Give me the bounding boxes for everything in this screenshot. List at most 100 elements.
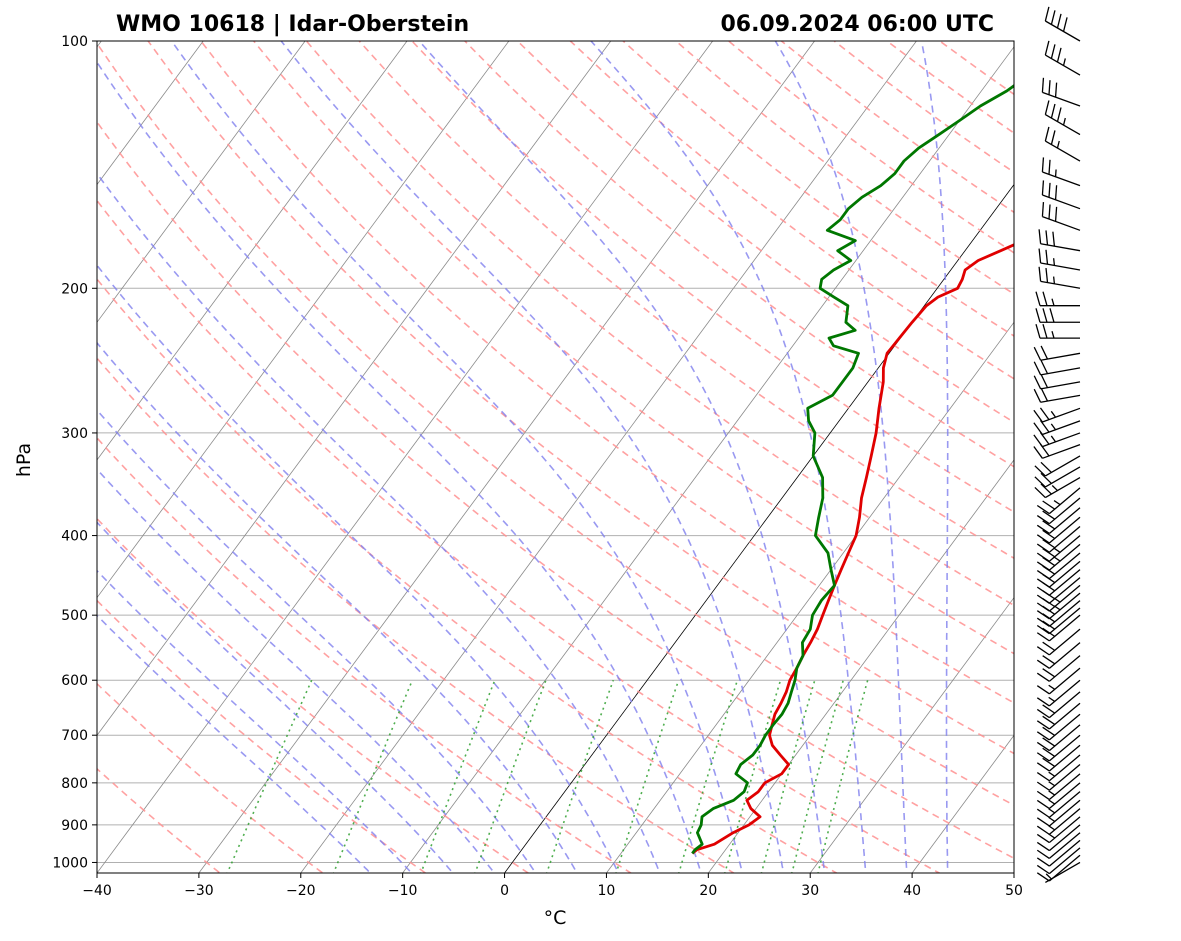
y-tick-label: 200 bbox=[61, 281, 88, 297]
chart-title-datetime: 06.09.2024 06:00 UTC bbox=[720, 12, 994, 37]
wind-barb bbox=[1044, 100, 1081, 136]
moist-adiabat bbox=[590, 41, 867, 873]
y-tick-label: 800 bbox=[61, 776, 88, 792]
wind-barb bbox=[1034, 477, 1081, 499]
wind-barb bbox=[1044, 40, 1081, 76]
isotherm-line bbox=[97, 41, 714, 873]
y-tick-label: 600 bbox=[61, 673, 88, 689]
dewpoint-profile bbox=[691, 84, 1014, 855]
moist-adiabat bbox=[97, 468, 496, 873]
isotherm-line bbox=[708, 459, 1014, 873]
wind-barb bbox=[1036, 691, 1081, 719]
wind-barb bbox=[1036, 702, 1081, 730]
wind-barb bbox=[1036, 824, 1081, 852]
wind-barb bbox=[1036, 497, 1081, 525]
wind-barb bbox=[1036, 773, 1081, 801]
wind-barb bbox=[1033, 374, 1081, 390]
dry-adiabat bbox=[97, 120, 1014, 860]
mixing-ratio-lines bbox=[226, 679, 869, 873]
temperature-profile bbox=[691, 243, 1014, 855]
x-axis-label: °C bbox=[544, 907, 567, 929]
wind-barb bbox=[1033, 345, 1081, 361]
wind-barb bbox=[1041, 180, 1081, 210]
x-tick-label: 10 bbox=[598, 883, 616, 899]
isotherm-line bbox=[97, 41, 612, 736]
wind-barb bbox=[1035, 308, 1080, 323]
y-tick-label: 100 bbox=[61, 34, 88, 50]
wind-barb bbox=[1033, 407, 1081, 423]
x-tick-label: −30 bbox=[184, 883, 214, 899]
plot-frame bbox=[96, 40, 1015, 874]
wind-barb bbox=[1036, 607, 1081, 635]
wind-barb bbox=[1036, 754, 1081, 782]
moist-adiabat bbox=[97, 264, 620, 873]
moist-adiabat bbox=[97, 172, 661, 873]
wind-barb bbox=[1036, 679, 1081, 707]
wind-barb bbox=[1036, 516, 1081, 544]
y-tick-label: 400 bbox=[61, 529, 88, 545]
wind-barb bbox=[1036, 791, 1081, 818]
wind-barb bbox=[1036, 507, 1081, 535]
dry-adiabat bbox=[97, 436, 633, 873]
wind-barb bbox=[1036, 713, 1081, 741]
wind-barb bbox=[1036, 487, 1081, 515]
wind-barb bbox=[1036, 724, 1081, 752]
wind-barb bbox=[1038, 248, 1081, 271]
x-tick-label: 50 bbox=[1005, 883, 1023, 899]
mixing-ratio-line bbox=[817, 679, 869, 873]
x-tick-label: −20 bbox=[286, 883, 316, 899]
wind-barb bbox=[1035, 323, 1080, 339]
wind-barb bbox=[1036, 799, 1081, 827]
wind-barb bbox=[1036, 839, 1081, 867]
y-tick-label: 1000 bbox=[52, 855, 88, 871]
wind-barb bbox=[1036, 764, 1081, 791]
dry-adiabat bbox=[97, 277, 839, 873]
wind-barb bbox=[1034, 455, 1081, 477]
isotherm-line bbox=[606, 321, 1014, 873]
x-axis-ticks: −40 −30 −20 −10 0 10 20 30 40 50 bbox=[82, 873, 1023, 899]
dry-adiabat bbox=[97, 599, 427, 873]
wind-barb bbox=[1036, 655, 1081, 682]
chart-title-station: WMO 10618 | Idar-Oberstein bbox=[116, 12, 469, 37]
wind-barb bbox=[1036, 832, 1081, 859]
wind-barb bbox=[1044, 126, 1081, 162]
sounding-profiles bbox=[691, 84, 1014, 855]
dry-adiabat bbox=[97, 356, 736, 873]
moist-adiabat bbox=[418, 41, 826, 873]
wind-barb bbox=[1045, 861, 1081, 884]
mixing-ratio-line bbox=[474, 679, 547, 873]
y-axis-label: hPa bbox=[13, 443, 35, 477]
mixing-ratio-line bbox=[724, 679, 782, 873]
wind-barbs-column bbox=[1033, 6, 1081, 884]
y-tick-label: 700 bbox=[61, 728, 88, 744]
wind-barb bbox=[1041, 202, 1081, 231]
dry-adiabat bbox=[305, 41, 1014, 607]
moist-adiabat bbox=[97, 521, 454, 873]
y-axis-ticks: 1000 900 800 700 600 500 400 300 200 100 bbox=[52, 34, 97, 871]
dry-adiabat-lines bbox=[97, 41, 1014, 873]
wind-barb bbox=[1036, 614, 1081, 642]
wind-barb bbox=[1033, 387, 1081, 403]
dry-adiabat bbox=[97, 199, 941, 873]
moist-adiabat-lines bbox=[97, 41, 949, 873]
isotherm-line bbox=[97, 41, 408, 461]
isotherm-line bbox=[402, 46, 1014, 873]
wind-barb bbox=[1041, 77, 1081, 107]
x-tick-label: 0 bbox=[500, 883, 509, 899]
mixing-ratio-line bbox=[760, 679, 816, 873]
dry-adiabat bbox=[411, 41, 1014, 513]
moist-adiabat bbox=[280, 41, 785, 873]
wind-barb bbox=[1036, 782, 1081, 810]
plot-area bbox=[97, 41, 1014, 873]
wind-barb bbox=[1036, 734, 1081, 762]
wind-barb bbox=[1033, 443, 1081, 459]
dry-adiabat bbox=[97, 42, 1014, 807]
moist-adiabat bbox=[97, 614, 372, 873]
moist-adiabat bbox=[170, 41, 744, 873]
wind-barb bbox=[1033, 419, 1081, 436]
isotherm-line bbox=[300, 41, 917, 873]
x-tick-label: 20 bbox=[699, 883, 717, 899]
mixing-ratio-line bbox=[545, 679, 615, 873]
wind-barb bbox=[1036, 808, 1081, 835]
